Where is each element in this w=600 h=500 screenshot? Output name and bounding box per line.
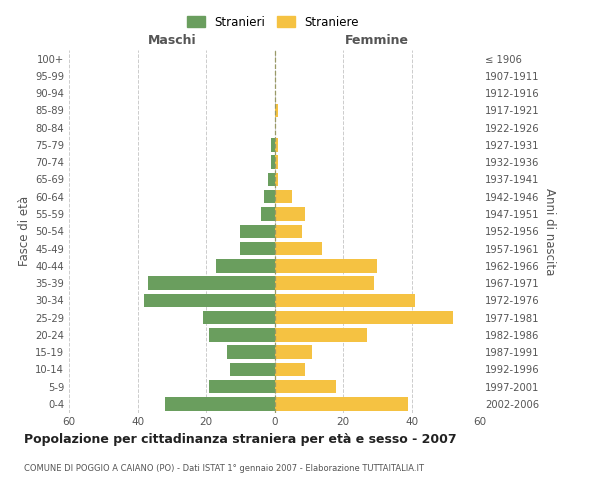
Bar (275, 224, 302, 238)
Bar (275, 380, 336, 394)
Bar (275, 104, 278, 117)
Bar (275, 138, 278, 151)
Bar (209, 328, 275, 342)
Text: Femmine: Femmine (345, 34, 409, 46)
Bar (275, 242, 322, 255)
Bar (275, 172, 278, 186)
Bar (209, 380, 275, 394)
Bar (275, 346, 312, 359)
Bar (216, 259, 275, 272)
Bar (145, 294, 275, 307)
Y-axis label: Fasce di età: Fasce di età (18, 196, 31, 266)
Bar (268, 172, 275, 186)
Bar (264, 190, 275, 203)
Bar (240, 224, 275, 238)
Bar (240, 242, 275, 255)
Bar (271, 156, 275, 169)
Legend: Stranieri, Straniere: Stranieri, Straniere (182, 11, 364, 34)
Bar (261, 208, 275, 220)
Bar (271, 138, 275, 151)
Bar (275, 328, 367, 342)
Bar (275, 259, 377, 272)
Bar (165, 397, 275, 410)
Bar (275, 190, 292, 203)
Bar (275, 397, 408, 410)
Text: Popolazione per cittadinanza straniera per età e sesso - 2007: Popolazione per cittadinanza straniera p… (24, 432, 457, 446)
Bar (275, 311, 452, 324)
Y-axis label: Anni di nascita: Anni di nascita (543, 188, 556, 275)
Bar (275, 208, 305, 220)
Bar (230, 362, 275, 376)
Bar (275, 156, 278, 169)
Text: Maschi: Maschi (148, 34, 196, 46)
Bar (227, 346, 275, 359)
Bar (148, 276, 275, 290)
Text: COMUNE DI POGGIO A CAIANO (PO) - Dati ISTAT 1° gennaio 2007 - Elaborazione TUTTA: COMUNE DI POGGIO A CAIANO (PO) - Dati IS… (24, 464, 424, 473)
Bar (275, 362, 305, 376)
Bar (275, 276, 374, 290)
Bar (275, 294, 415, 307)
Bar (203, 311, 275, 324)
